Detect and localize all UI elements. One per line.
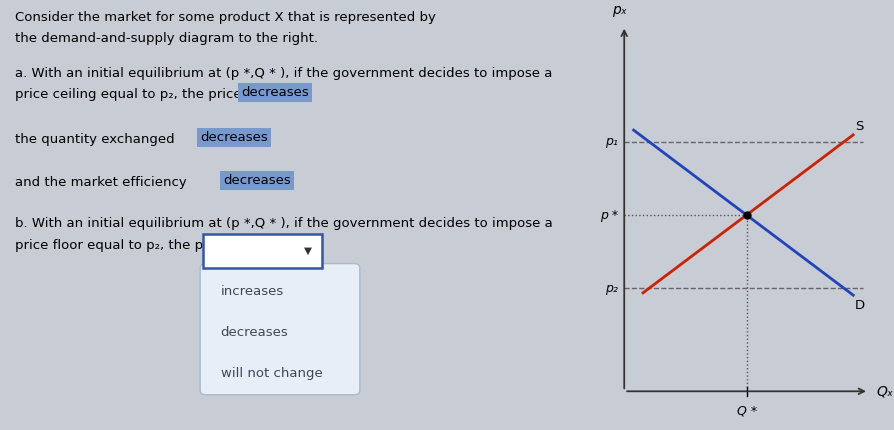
Text: Consider the market for some product X that is represented by: Consider the market for some product X t… bbox=[14, 11, 435, 24]
Text: will not change: will not change bbox=[221, 367, 322, 380]
Text: D: D bbox=[855, 299, 864, 313]
Text: the quantity exchanged: the quantity exchanged bbox=[14, 133, 179, 146]
Text: pₓ: pₓ bbox=[612, 3, 627, 17]
Text: Qₓ: Qₓ bbox=[877, 384, 894, 398]
Text: S: S bbox=[855, 120, 864, 133]
Text: price floor equal to p₂, the price: price floor equal to p₂, the price bbox=[14, 239, 232, 252]
FancyBboxPatch shape bbox=[200, 264, 359, 395]
Text: decreases: decreases bbox=[240, 86, 308, 99]
Text: a. With an initial equilibrium at (p *,Q * ), if the government decides to impos: a. With an initial equilibrium at (p *,Q… bbox=[14, 67, 552, 80]
Text: p₁: p₁ bbox=[605, 135, 618, 148]
Text: ▼: ▼ bbox=[304, 246, 312, 256]
Text: increases: increases bbox=[221, 285, 283, 298]
Text: the demand-and-supply diagram to the right.: the demand-and-supply diagram to the rig… bbox=[14, 32, 317, 45]
Text: price ceiling equal to p₂, the price: price ceiling equal to p₂, the price bbox=[14, 88, 245, 101]
Text: decreases: decreases bbox=[200, 131, 268, 144]
FancyBboxPatch shape bbox=[203, 234, 322, 268]
Text: b. With an initial equilibrium at (p *,Q * ), if the government decides to impos: b. With an initial equilibrium at (p *,Q… bbox=[14, 217, 552, 230]
Text: decreases: decreases bbox=[221, 326, 288, 339]
Text: Q *: Q * bbox=[737, 404, 756, 417]
Text: p *: p * bbox=[600, 209, 618, 221]
Text: p₂: p₂ bbox=[605, 282, 618, 295]
Text: decreases: decreases bbox=[224, 174, 291, 187]
Text: and the market efficiency: and the market efficiency bbox=[14, 176, 190, 189]
